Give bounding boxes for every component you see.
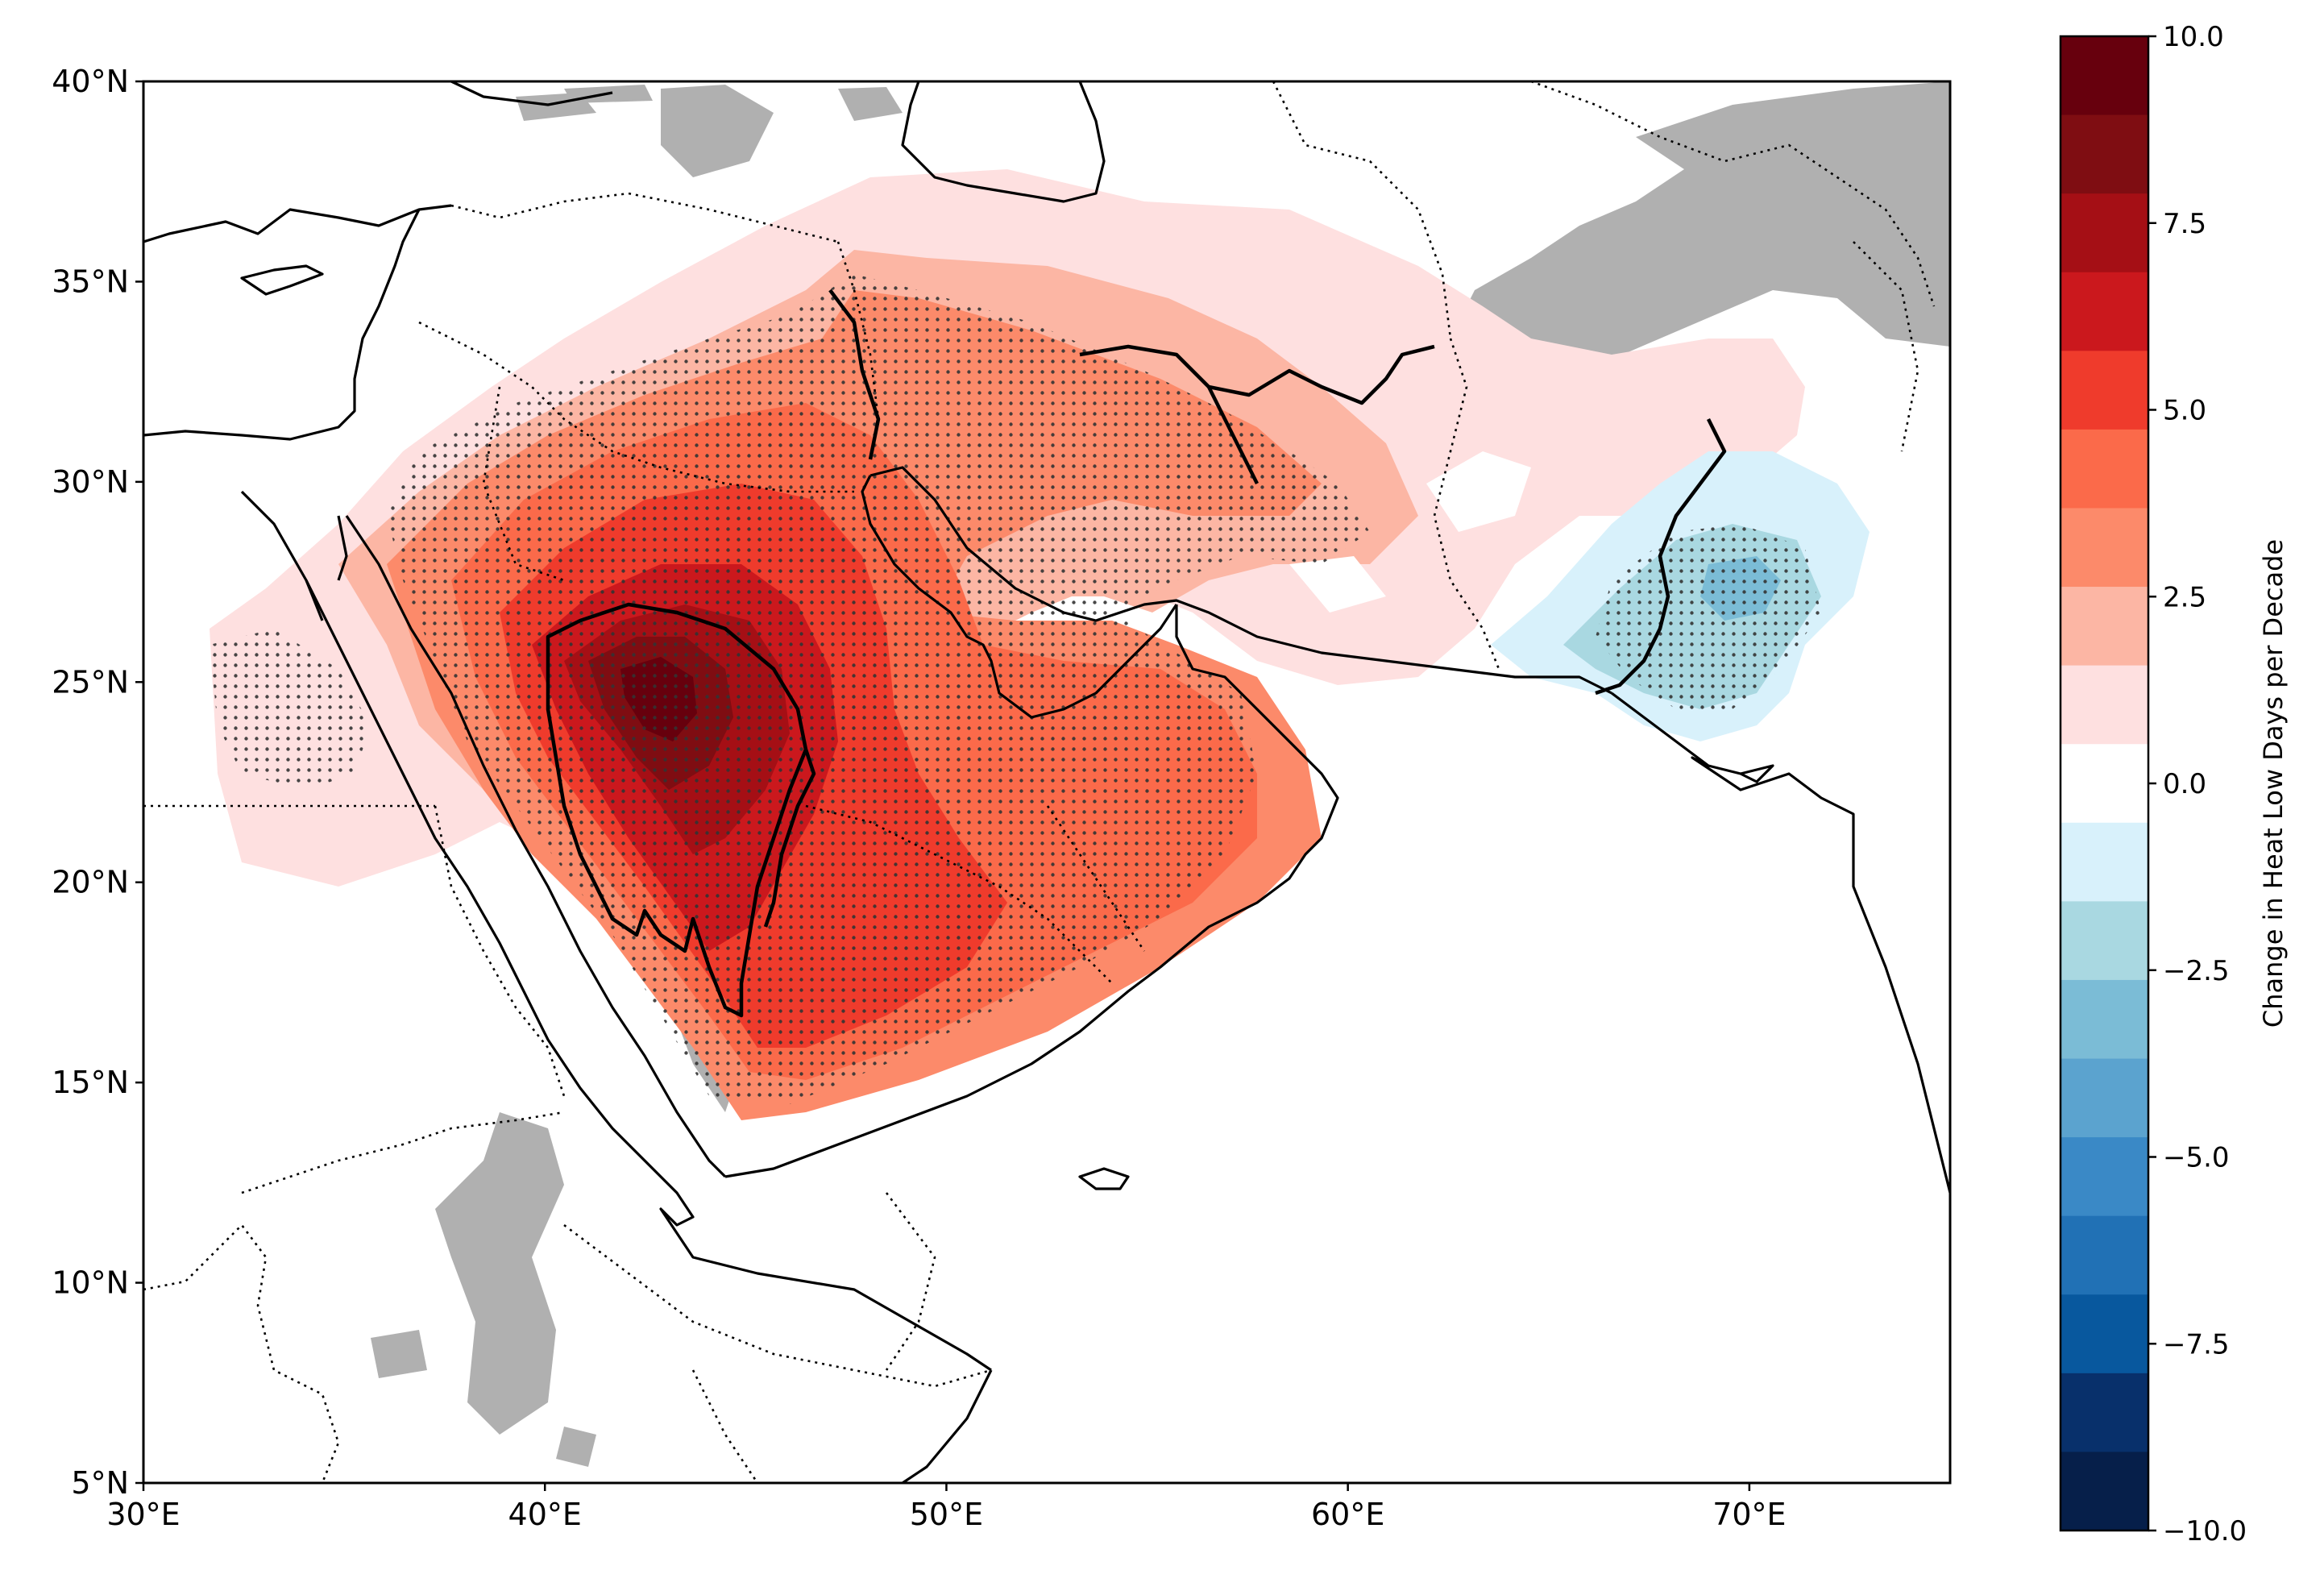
y-tick-label: 40°N (52, 64, 129, 99)
colorbar-band (2060, 114, 2148, 194)
x-tick-label: 50°E (910, 1497, 983, 1532)
colorbar-band (2060, 1294, 2148, 1374)
colorbar-band (2060, 429, 2148, 509)
colorbar-band (2060, 351, 2148, 430)
x-tick-label: 60°E (1311, 1497, 1384, 1532)
colorbar-band (2060, 979, 2148, 1060)
colorbar-band (2060, 508, 2148, 588)
colorbar-band (2060, 744, 2148, 824)
colorbar-tick-label: 5.0 (2163, 395, 2206, 427)
y-axis: 40°N 35°N 30°N 25°N 20°N 15°N 10°N 5°N (52, 64, 143, 1501)
colorbar-band (2060, 193, 2148, 273)
x-tick-label: 70°E (1712, 1497, 1786, 1532)
colorbar-tick-label: 0.0 (2163, 768, 2206, 800)
political-borders (143, 81, 1936, 1483)
colorbar-band (2060, 272, 2148, 351)
colorbar-tick-label: −7.5 (2163, 1328, 2230, 1360)
colorbar: 10.0 7.5 5.0 2.5 0.0 −2.5 −5.0 −7.5 −10.0 Change… (2059, 21, 2289, 1547)
colorbar-band (2060, 901, 2148, 981)
x-tick-label: 40°E (508, 1497, 582, 1532)
colorbar-tick-label: −2.5 (2163, 955, 2230, 987)
colorbar-band (2060, 665, 2148, 745)
colorbar-tick-label: −10.0 (2163, 1515, 2247, 1547)
colorbar-band (2060, 1058, 2148, 1138)
y-tick-label: 30°N (52, 464, 129, 500)
map-frame (142, 80, 1952, 1485)
colorbar-title: Change in Heat Low Days per Decade (2258, 539, 2289, 1028)
x-tick-label: 30°E (106, 1497, 180, 1532)
significance-stippling (210, 274, 1821, 1104)
colorbar-band (2060, 1373, 2148, 1453)
colorbar-ticks: 10.0 7.5 5.0 2.5 0.0 −2.5 −5.0 −7.5 −10.0 (2148, 21, 2247, 1547)
y-tick-label: 15°N (52, 1065, 129, 1100)
colorbar-band (2060, 1137, 2148, 1217)
x-axis: 30°E 40°E 50°E 60°E 70°E (106, 1483, 1787, 1532)
colorbar-bands (2060, 36, 2148, 1531)
colorbar-tick-label: 2.5 (2163, 581, 2206, 613)
map-panel (143, 81, 1950, 1483)
y-tick-label: 35°N (52, 264, 129, 299)
colorbar-tick-label: 10.0 (2163, 21, 2224, 53)
y-tick-label: 10°N (52, 1265, 129, 1301)
colorbar-band (2060, 822, 2148, 902)
y-tick-label: 20°N (52, 865, 129, 900)
colorbar-band (2060, 36, 2148, 116)
colorbar-band (2060, 1215, 2148, 1295)
colorbar-band (2060, 1452, 2148, 1531)
colorbar-tick-label: −5.0 (2163, 1142, 2230, 1174)
colorbar-tick-label: 7.5 (2163, 208, 2206, 240)
contour-lines (546, 289, 1727, 1018)
y-tick-label: 5°N (71, 1465, 129, 1501)
y-tick-label: 25°N (52, 664, 129, 700)
colorbar-band (2060, 587, 2148, 667)
